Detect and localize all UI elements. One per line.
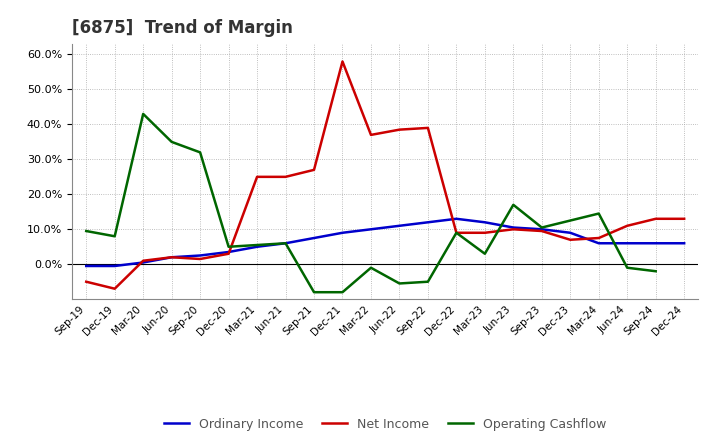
Operating Cashflow [82, 228, 91, 234]
Net Income [196, 257, 204, 262]
Legend: Ordinary Income, Net Income, Operating Cashflow: Ordinary Income, Net Income, Operating C… [159, 413, 611, 436]
Net Income [537, 228, 546, 234]
Ordinary Income [167, 255, 176, 260]
Net Income [366, 132, 375, 138]
Net Income [82, 279, 91, 284]
Operating Cashflow [652, 268, 660, 274]
Ordinary Income [196, 253, 204, 258]
Ordinary Income [652, 241, 660, 246]
Ordinary Income [338, 230, 347, 235]
Operating Cashflow [225, 244, 233, 249]
Net Income [139, 258, 148, 264]
Operating Cashflow [139, 111, 148, 117]
Net Income [423, 125, 432, 131]
Net Income [480, 230, 489, 235]
Operating Cashflow [423, 279, 432, 284]
Line: Net Income: Net Income [86, 62, 684, 289]
Ordinary Income [310, 235, 318, 241]
Operating Cashflow [480, 251, 489, 257]
Operating Cashflow [167, 139, 176, 144]
Ordinary Income [595, 241, 603, 246]
Operating Cashflow [595, 211, 603, 216]
Operating Cashflow [537, 225, 546, 230]
Net Income [566, 237, 575, 242]
Net Income [652, 216, 660, 221]
Operating Cashflow [338, 290, 347, 295]
Ordinary Income [423, 220, 432, 225]
Net Income [310, 167, 318, 172]
Operating Cashflow [395, 281, 404, 286]
Text: [6875]  Trend of Margin: [6875] Trend of Margin [72, 19, 293, 37]
Ordinary Income [253, 244, 261, 249]
Ordinary Income [366, 227, 375, 232]
Net Income [595, 235, 603, 241]
Ordinary Income [566, 230, 575, 235]
Ordinary Income [82, 264, 91, 269]
Operating Cashflow [366, 265, 375, 270]
Ordinary Income [395, 223, 404, 228]
Net Income [167, 255, 176, 260]
Ordinary Income [110, 264, 119, 269]
Ordinary Income [537, 227, 546, 232]
Ordinary Income [282, 241, 290, 246]
Operating Cashflow [196, 150, 204, 155]
Net Income [338, 59, 347, 64]
Operating Cashflow [282, 241, 290, 246]
Net Income [110, 286, 119, 291]
Operating Cashflow [310, 290, 318, 295]
Ordinary Income [480, 220, 489, 225]
Net Income [509, 227, 518, 232]
Line: Operating Cashflow: Operating Cashflow [86, 114, 656, 292]
Operating Cashflow [452, 230, 461, 235]
Operating Cashflow [253, 242, 261, 248]
Ordinary Income [225, 249, 233, 255]
Operating Cashflow [566, 218, 575, 223]
Net Income [395, 127, 404, 132]
Ordinary Income [452, 216, 461, 221]
Ordinary Income [139, 260, 148, 265]
Net Income [680, 216, 688, 221]
Line: Ordinary Income: Ordinary Income [86, 219, 684, 266]
Operating Cashflow [509, 202, 518, 207]
Ordinary Income [680, 241, 688, 246]
Net Income [452, 230, 461, 235]
Net Income [623, 223, 631, 228]
Ordinary Income [623, 241, 631, 246]
Net Income [282, 174, 290, 180]
Ordinary Income [509, 225, 518, 230]
Operating Cashflow [110, 234, 119, 239]
Net Income [253, 174, 261, 180]
Operating Cashflow [623, 265, 631, 270]
Net Income [225, 251, 233, 257]
